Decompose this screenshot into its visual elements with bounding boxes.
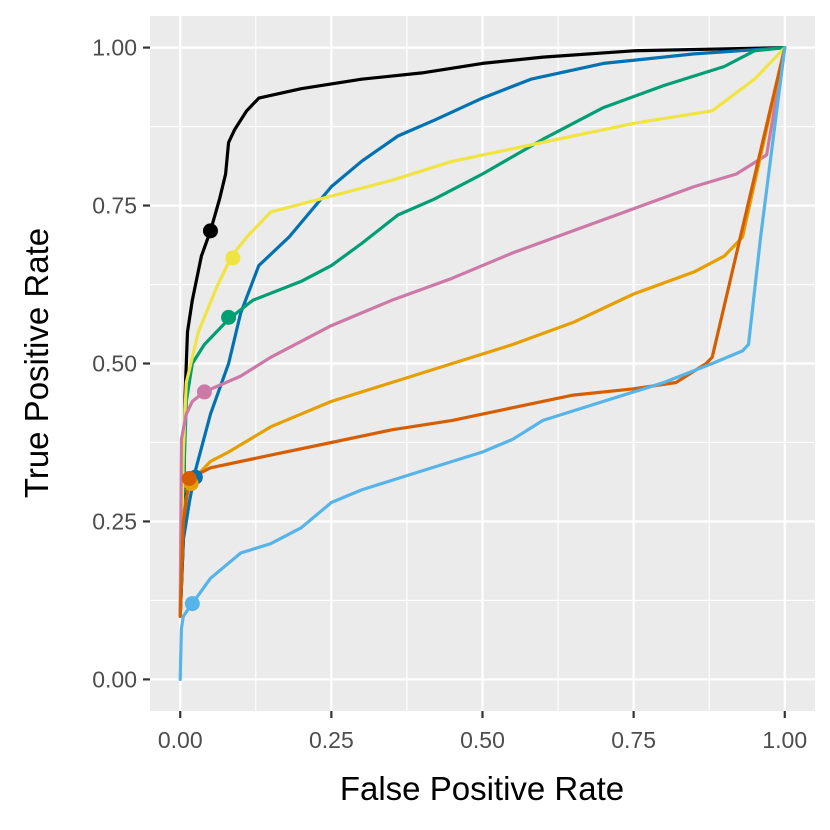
- series-markers: [181, 223, 241, 612]
- x-tick-label: 0.75: [611, 727, 656, 753]
- operating-point-vermillion: [181, 470, 197, 486]
- operating-point-pink: [196, 384, 212, 400]
- roc-curve-pink: [178, 46, 787, 618]
- y-tick-label: 0.75: [92, 193, 137, 219]
- y-tick-label: 0.50: [92, 351, 137, 377]
- x-axis-title: False Positive Rate: [340, 770, 624, 807]
- y-tick-label: 0.25: [92, 508, 137, 534]
- roc-curve-sky: [178, 46, 787, 681]
- operating-point-black: [202, 223, 218, 239]
- y-axis-title: True Positive Rate: [18, 228, 55, 498]
- x-tick-label: 0.50: [460, 727, 505, 753]
- operating-point-sky: [184, 596, 200, 612]
- y-tick-label: 1.00: [92, 35, 137, 61]
- operating-point-yellow: [225, 250, 241, 266]
- x-tick-label: 0.00: [158, 727, 203, 753]
- roc-curve-black: [178, 46, 787, 618]
- y-axis: 0.00 0.25 0.50 0.75 1.00: [92, 35, 150, 692]
- roc-curve-yellow: [178, 46, 787, 618]
- x-tick-label: 0.25: [309, 727, 354, 753]
- x-axis: 0.00 0.25 0.50 0.75 1.00: [158, 711, 807, 753]
- operating-point-green: [221, 309, 237, 325]
- x-tick-label: 1.00: [762, 727, 807, 753]
- y-tick-label: 0.00: [92, 666, 137, 692]
